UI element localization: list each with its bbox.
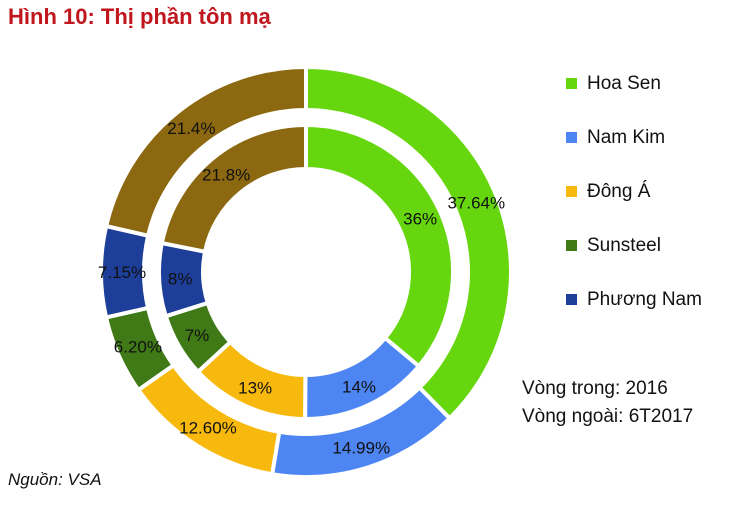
legend-label: Phương Nam xyxy=(587,289,702,310)
chart-legend: Hoa Sen Nam Kim Đông Á Sunsteel Phương N… xyxy=(566,68,746,354)
inner-slice-label-3: 7% xyxy=(185,326,210,345)
inner-ring xyxy=(157,122,455,422)
outer-slice-5 xyxy=(103,64,308,239)
legend-swatch xyxy=(566,294,577,305)
legend-label: Sunsteel xyxy=(587,235,661,256)
outer-slice-label-1: 14.99% xyxy=(332,439,390,458)
outer-slice-label-4: 7.15% xyxy=(98,263,146,282)
legend-swatch xyxy=(566,132,577,143)
chart-title: Hình 10: Thị phần tôn mạ xyxy=(8,4,271,29)
inner-ring-note: Vòng trong: 2016 xyxy=(522,378,668,399)
inner-slice-label-5: 21.8% xyxy=(202,166,250,185)
legend-item-hoa-sen: Hoa Sen xyxy=(566,68,746,122)
legend-label: Hoa Sen xyxy=(587,73,661,94)
inner-slice-0 xyxy=(304,122,455,370)
legend-item-nam-kim: Nam Kim xyxy=(566,122,746,176)
source-note: Nguồn: VSA xyxy=(8,470,102,489)
data-labels: 37.64% 14.99% 12.60% 6.20% 7.15% 21.4% 36% 14% 1… xyxy=(98,119,505,457)
outer-slice-label-0: 37.64% xyxy=(447,193,505,212)
ring-note: Vòng trong: 2016 Vòng ngoài: 6T2017 xyxy=(522,375,693,431)
inner-slice-label-2: 13% xyxy=(238,378,272,397)
legend-label: Đông Á xyxy=(587,181,651,202)
legend-label: Nam Kim xyxy=(587,127,666,148)
outer-slice-label-2: 12.60% xyxy=(179,419,237,438)
outer-slice-label-5: 21.4% xyxy=(167,119,215,138)
legend-swatch xyxy=(566,78,577,89)
outer-ring xyxy=(99,64,513,479)
doughnut-chart: 37.64% 14.99% 12.60% 6.20% 7.15% 21.4% 36% 14% 1… xyxy=(97,64,513,479)
inner-slice-label-4: 8% xyxy=(168,270,193,289)
legend-item-dong-a: Đông Á xyxy=(566,176,746,230)
inner-slice-label-0: 36% xyxy=(403,210,437,229)
legend-item-sunsteel: Sunsteel xyxy=(566,230,746,284)
outer-slice-label-3: 6.20% xyxy=(114,338,162,357)
legend-swatch xyxy=(566,240,577,251)
inner-slice-label-1: 14% xyxy=(342,377,376,396)
outer-ring-note: Vòng ngoài: 6T2017 xyxy=(522,406,694,427)
legend-item-phuong-nam: Phương Nam xyxy=(566,284,746,354)
legend-swatch xyxy=(566,186,577,197)
inner-slice-5 xyxy=(159,122,308,255)
